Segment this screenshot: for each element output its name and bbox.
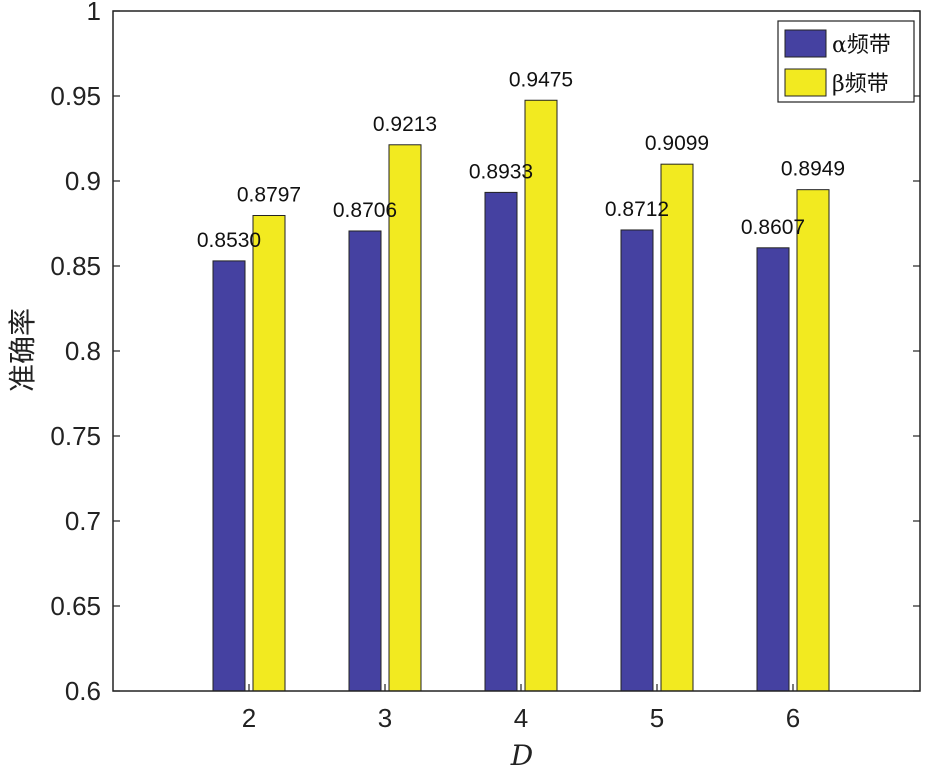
y-tick-label-5: 0.85 — [50, 251, 101, 281]
data-label-beta-5: 0.9099 — [645, 132, 709, 155]
y-axis-title: 准确率 — [6, 308, 39, 392]
data-label-beta-3: 0.9213 — [373, 113, 437, 136]
legend-swatch-beta — [784, 68, 827, 97]
y-tick-label-1: 0.65 — [50, 591, 101, 621]
legend-swatch-alpha — [784, 29, 827, 58]
y-tick-label-4: 0.8 — [65, 336, 101, 366]
bar-beta-3 — [388, 144, 422, 692]
bar-alpha-5 — [620, 229, 654, 692]
x-tick-label-2: 2 — [242, 703, 256, 733]
legend-label-alpha: α频带 — [832, 33, 891, 58]
y-tick-label-2: 0.7 — [65, 506, 101, 536]
bar-alpha-6 — [756, 247, 790, 692]
bar-alpha-3 — [348, 230, 382, 692]
x-tick-label-5: 5 — [650, 703, 664, 733]
y-tick-label-8: 1 — [87, 0, 101, 26]
ticks-layer: 2 3 4 5 6 0.6 0.65 0.7 0.75 0.8 0.85 0.9 0.95 1 — [50, 0, 920, 733]
data-label-beta-4: 0.9475 — [509, 68, 573, 91]
bar-beta-4 — [524, 99, 558, 692]
y-tick-label-3: 0.75 — [50, 421, 101, 451]
legend: α频带 β频带 — [777, 20, 915, 103]
bar-alpha-4 — [484, 191, 518, 692]
data-label-alpha-3: 0.8706 — [333, 199, 397, 222]
data-label-alpha-4: 0.8933 — [469, 160, 533, 183]
data-labels-layer: 0.8530 0.8797 0.8706 0.9213 0.8933 0.9475 0.87… — [197, 68, 845, 252]
bar-beta-5 — [660, 163, 694, 692]
x-tick-label-4: 4 — [514, 703, 528, 733]
y-tick-label-0: 0.6 — [65, 676, 101, 706]
bar-alpha-2 — [212, 260, 246, 692]
x-tick-label-6: 6 — [786, 703, 800, 733]
data-label-alpha-5: 0.8712 — [605, 198, 669, 221]
data-label-beta-2: 0.8797 — [237, 184, 301, 207]
bars-layer — [212, 99, 830, 692]
y-tick-label-6: 0.9 — [65, 166, 101, 196]
bar-beta-2 — [252, 215, 286, 692]
data-label-beta-6: 0.8949 — [781, 158, 845, 181]
y-tick-label-7: 0.95 — [50, 81, 101, 111]
data-label-alpha-2: 0.8530 — [197, 229, 261, 252]
data-label-alpha-6: 0.8607 — [741, 216, 805, 239]
bar-beta-6 — [796, 189, 830, 692]
plot-frame — [112, 10, 921, 692]
x-tick-label-3: 3 — [378, 703, 392, 733]
legend-label-beta: β频带 — [832, 72, 889, 97]
x-axis-title: D — [510, 739, 533, 772]
